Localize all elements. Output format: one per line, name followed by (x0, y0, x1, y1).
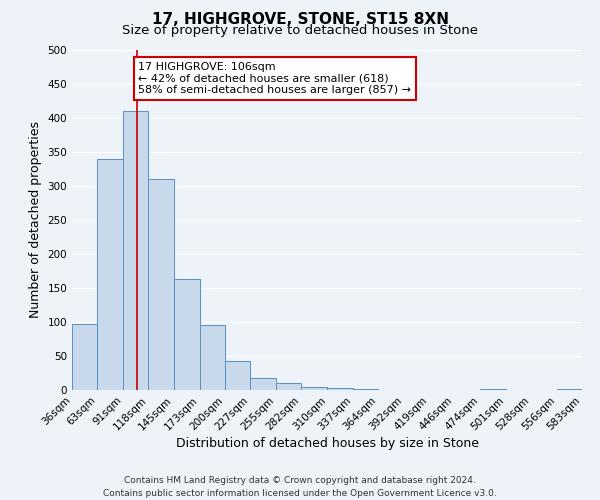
Bar (250, 378, 276, 390)
Bar (225, 362, 250, 390)
Bar (328, 388, 353, 390)
Bar (557, 388, 582, 390)
Text: 17 HIGHGROVE: 106sqm
← 42% of detached houses are smaller (618)
58% of semi-deta: 17 HIGHGROVE: 106sqm ← 42% of detached h… (139, 62, 412, 95)
Bar (200, 326, 225, 390)
X-axis label: Distribution of detached houses by size in Stone: Distribution of detached houses by size … (176, 438, 479, 450)
Bar (97, 159, 123, 390)
Text: Size of property relative to detached houses in Stone: Size of property relative to detached ho… (122, 24, 478, 37)
Bar (123, 111, 148, 390)
Bar (276, 383, 301, 390)
Bar (173, 279, 200, 390)
Y-axis label: Number of detached properties: Number of detached properties (29, 122, 42, 318)
Bar (481, 388, 506, 390)
Bar (301, 386, 328, 390)
Bar (148, 179, 173, 390)
Text: Contains HM Land Registry data © Crown copyright and database right 2024.
Contai: Contains HM Land Registry data © Crown c… (103, 476, 497, 498)
Bar (72, 324, 97, 390)
Text: 17, HIGHGROVE, STONE, ST15 8XN: 17, HIGHGROVE, STONE, ST15 8XN (151, 12, 449, 28)
